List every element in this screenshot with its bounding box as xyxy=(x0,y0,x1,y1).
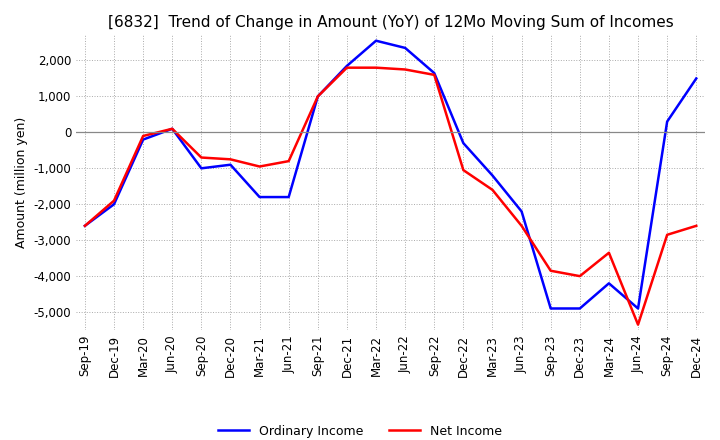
Ordinary Income xyxy=(226,162,235,167)
Ordinary Income xyxy=(692,76,701,81)
Net Income xyxy=(313,94,322,99)
Net Income xyxy=(605,250,613,255)
Net Income xyxy=(226,157,235,162)
Net Income xyxy=(430,72,438,77)
Ordinary Income xyxy=(372,38,380,44)
Ordinary Income xyxy=(546,306,555,311)
Legend: Ordinary Income, Net Income: Ordinary Income, Net Income xyxy=(213,420,507,440)
Ordinary Income xyxy=(401,45,410,51)
Net Income xyxy=(256,164,264,169)
Net Income xyxy=(109,198,118,203)
Ordinary Income xyxy=(663,119,672,124)
Ordinary Income xyxy=(343,63,351,69)
Ordinary Income xyxy=(430,70,438,76)
Net Income xyxy=(139,133,148,139)
Net Income xyxy=(168,126,176,132)
Net Income xyxy=(575,274,584,279)
Ordinary Income xyxy=(575,306,584,311)
Net Income xyxy=(634,322,642,327)
Ordinary Income xyxy=(109,202,118,207)
Ordinary Income xyxy=(139,137,148,142)
Line: Net Income: Net Income xyxy=(85,68,696,325)
Net Income xyxy=(81,223,89,228)
Net Income xyxy=(663,232,672,238)
Ordinary Income xyxy=(488,173,497,178)
Ordinary Income xyxy=(197,166,206,171)
Net Income xyxy=(546,268,555,273)
Ordinary Income xyxy=(634,306,642,311)
Ordinary Income xyxy=(459,140,468,146)
Title: [6832]  Trend of Change in Amount (YoY) of 12Mo Moving Sum of Incomes: [6832] Trend of Change in Amount (YoY) o… xyxy=(108,15,673,30)
Net Income xyxy=(488,187,497,193)
Net Income xyxy=(284,158,293,164)
Net Income xyxy=(197,155,206,160)
Ordinary Income xyxy=(313,94,322,99)
Net Income xyxy=(517,223,526,228)
Net Income xyxy=(401,67,410,72)
Line: Ordinary Income: Ordinary Income xyxy=(85,41,696,308)
Net Income xyxy=(692,223,701,228)
Ordinary Income xyxy=(284,194,293,200)
Ordinary Income xyxy=(256,194,264,200)
Ordinary Income xyxy=(517,209,526,214)
Net Income xyxy=(372,65,380,70)
Net Income xyxy=(459,168,468,173)
Y-axis label: Amount (million yen): Amount (million yen) xyxy=(15,117,28,248)
Ordinary Income xyxy=(81,223,89,228)
Ordinary Income xyxy=(605,281,613,286)
Ordinary Income xyxy=(168,126,176,132)
Net Income xyxy=(343,65,351,70)
